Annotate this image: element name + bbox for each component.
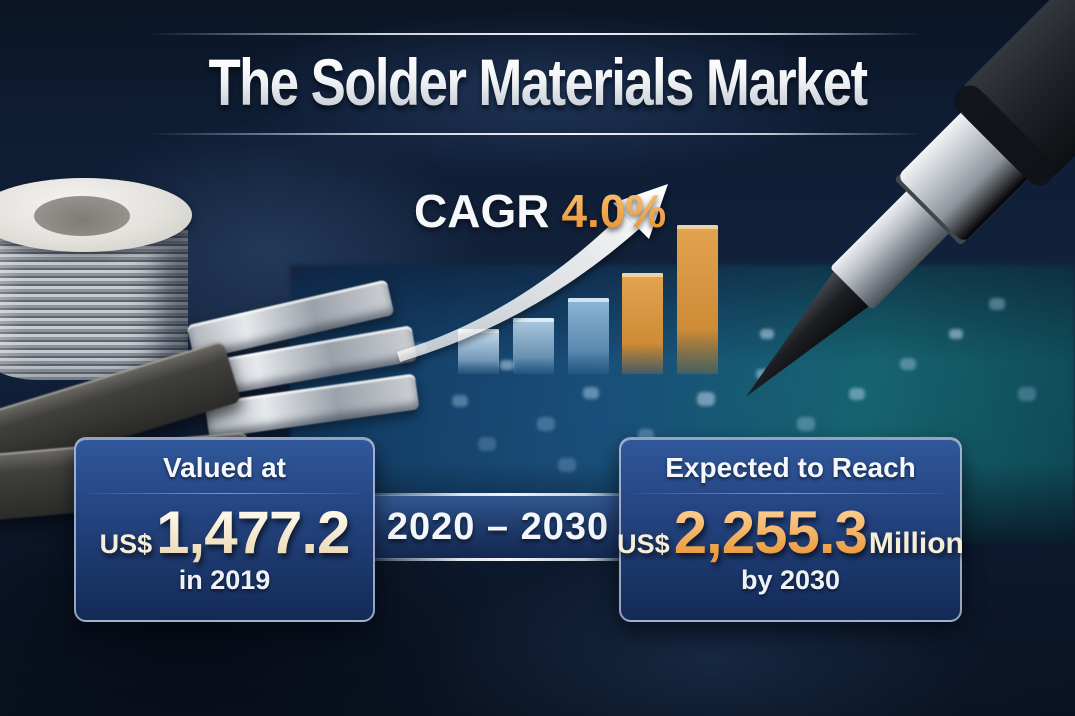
cagr-label: CAGR — [414, 185, 550, 237]
expected-currency: US$ — [617, 529, 670, 559]
expected-period: by 2030 — [740, 565, 841, 596]
valued-currency: US$ — [99, 529, 153, 559]
title-divider-top — [150, 33, 920, 35]
cagr-value: 4.0% — [561, 185, 667, 237]
band-bottom-edge — [373, 558, 623, 561]
card-divider — [634, 493, 947, 494]
expected-amount-line: US$ 2,255.3 Million — [617, 502, 964, 563]
valued-heading: Valued at — [163, 452, 286, 483]
cagr-callout: CAGR 4.0% — [414, 184, 666, 238]
expected-unit: Million — [868, 527, 964, 560]
title-divider-bottom — [150, 133, 920, 135]
valued-amount-line: US$ 1,477.2 — [99, 499, 351, 566]
expected-amount: 2,255.3 — [673, 499, 868, 566]
period-band-label: 2020 – 2030 — [386, 505, 610, 548]
expected-heading: Expected to Reach — [665, 452, 916, 483]
card-divider — [89, 493, 360, 494]
expected-card: Expected to Reach US$ 2,255.3 Million by… — [617, 437, 964, 622]
valued-period: in 2019 — [178, 565, 271, 596]
valued-amount: 1,477.2 — [156, 499, 350, 566]
period-band: 2020 – 2030 — [373, 493, 623, 561]
page-title: The Solder Materials Market — [108, 44, 968, 120]
band-top-edge — [373, 493, 623, 496]
valued-card: Valued at US$ 1,477.2 in 2019 — [74, 437, 375, 622]
